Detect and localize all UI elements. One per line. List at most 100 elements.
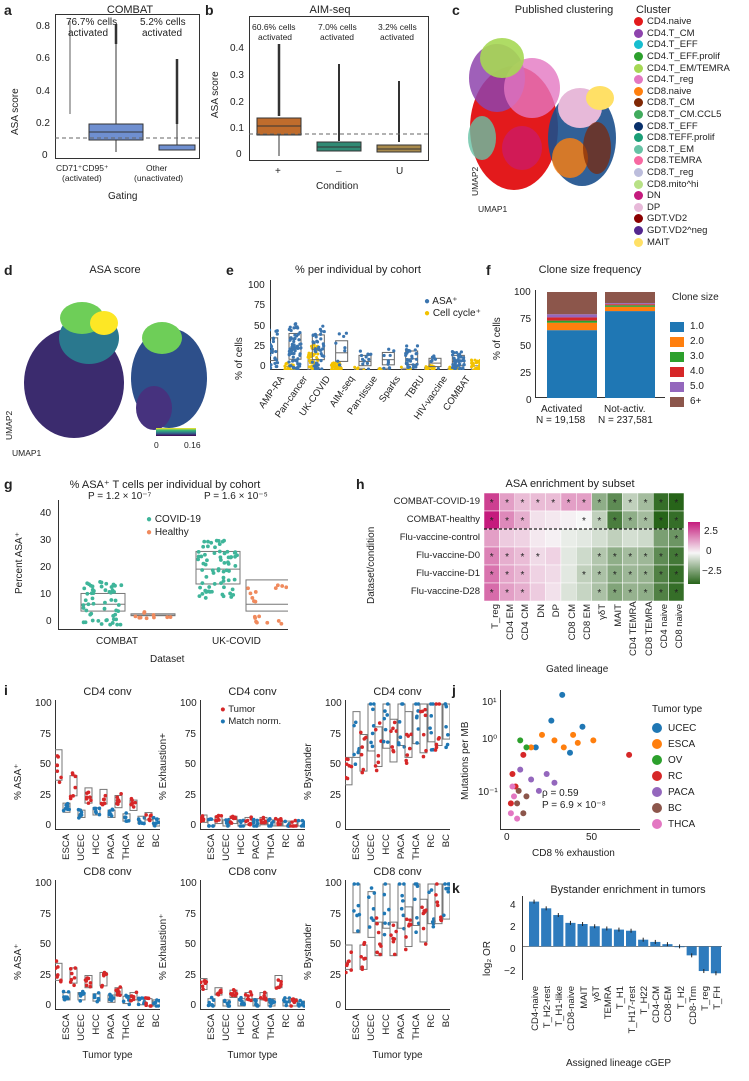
i-point <box>373 764 378 768</box>
legend-c-dot <box>634 214 643 224</box>
h-col-label: CD8 naive <box>674 604 686 649</box>
panel-c-umap2: UMAP2 <box>470 166 480 196</box>
panel-c-legend: CD4.naive CD4.T_CM CD4.T_EFF CD4.T_EFF.prol… <box>634 16 749 248</box>
panel-i-legend-item: ● Tumor <box>220 704 255 715</box>
panel-g-ylabel: Percent ASA⁺ <box>14 532 25 594</box>
i-point <box>345 775 348 780</box>
panel-a-ytick-4: 0.2 <box>36 118 50 129</box>
i-point <box>268 817 272 821</box>
legend-j-item: ESCA <box>652 736 696 752</box>
e-cc-point <box>311 367 315 370</box>
h-star: * <box>628 516 632 527</box>
legend-j-dot <box>652 819 662 829</box>
g-point <box>212 582 217 586</box>
g-point <box>232 550 237 555</box>
j-point <box>579 723 586 730</box>
panel-letter-g: g <box>4 476 13 492</box>
panel-f-ytick-4: 25 <box>520 368 532 379</box>
panel-f-legend-title-text: Clone size <box>672 292 719 303</box>
panel-i-legend-dot: ● <box>220 716 229 727</box>
panel-b-ann-2: activated <box>258 32 293 42</box>
e-cc-point <box>476 360 480 364</box>
g-point <box>203 552 207 557</box>
i-box <box>114 795 123 809</box>
i-point <box>200 819 203 824</box>
h-cell <box>560 564 577 584</box>
e-asa-point <box>458 367 462 370</box>
e-asa-point <box>358 349 362 353</box>
i-point <box>376 753 381 758</box>
i-point <box>93 806 98 811</box>
e-asa-point <box>292 339 296 344</box>
i-point <box>259 818 263 823</box>
i-point <box>447 882 450 886</box>
h-cell <box>529 564 546 584</box>
e-asa-point <box>273 356 277 361</box>
i-point <box>376 930 381 935</box>
i-point <box>381 739 386 744</box>
panel-j-xlabel: CD8 % exhaustion <box>532 848 615 859</box>
i-point <box>392 937 397 941</box>
i-point <box>443 882 447 886</box>
e-cc-point <box>330 368 334 370</box>
i-point <box>372 702 376 706</box>
e-asa-point <box>274 349 278 354</box>
j-point <box>523 793 530 800</box>
i-point <box>152 1001 156 1006</box>
i-point <box>390 745 395 749</box>
h-col-label: CD4 EM <box>505 604 517 640</box>
legend-c-label: CD8.TEMRA <box>647 155 702 167</box>
i-point <box>413 882 418 886</box>
i-point <box>352 882 357 886</box>
h-star: * <box>521 588 525 599</box>
i-point <box>370 744 375 749</box>
i-point <box>274 986 279 990</box>
legend-c-item: CD4.T_EFF.prolif <box>634 51 749 63</box>
j-point <box>626 751 633 758</box>
e-asa-point <box>411 363 415 367</box>
h-star: * <box>659 570 663 581</box>
e-asa-point <box>291 355 295 359</box>
i-point <box>226 1004 231 1008</box>
i-point <box>200 980 203 985</box>
panel-i-title: CD8 conv <box>373 866 422 878</box>
legend-f-label: 2.0 <box>690 336 704 347</box>
e-asa-point <box>270 366 273 370</box>
k-xtick: MAIT <box>578 986 590 1009</box>
panel-e-legend-cc-label: Cell cycle⁺ <box>432 308 481 319</box>
i-point <box>72 976 77 980</box>
i-point <box>345 970 348 975</box>
i-point <box>430 920 435 924</box>
g-point <box>142 610 147 614</box>
panel-d-title: ASA score <box>89 264 141 276</box>
i-point <box>397 720 402 724</box>
h-cell <box>529 510 546 530</box>
panel-k-ylabel: log₂ OR <box>482 940 493 976</box>
h-cell <box>637 528 654 548</box>
panel-i-ytick: 25 <box>329 789 341 801</box>
k-bar <box>565 922 576 947</box>
j-point <box>548 717 555 724</box>
panel-g-pval-1: P = 1.2 × 10⁻⁷ <box>88 491 152 502</box>
i-point <box>229 821 234 825</box>
g-point <box>119 583 124 588</box>
i-point <box>233 816 238 821</box>
panel-i-ytick: 0 <box>45 820 51 831</box>
e-cc-point <box>475 366 479 370</box>
g-point <box>96 618 101 623</box>
k-xtick: T_H2-rest <box>542 986 554 1029</box>
h-star: * <box>628 498 632 509</box>
h-star: * <box>613 588 617 599</box>
e-asa-point <box>367 357 371 361</box>
g-point <box>83 598 88 603</box>
j-point <box>520 810 527 817</box>
h-row-label: Flu-vaccine-D1 <box>416 568 480 579</box>
panel-a-ann-4: activated <box>142 28 183 39</box>
i-point <box>207 824 211 828</box>
i-point <box>353 762 358 767</box>
i-point <box>389 729 393 733</box>
i-point <box>156 1004 160 1008</box>
i-point <box>423 942 428 946</box>
i-point <box>413 897 417 902</box>
panel-i-xlabel: Tumor type <box>82 1050 133 1061</box>
